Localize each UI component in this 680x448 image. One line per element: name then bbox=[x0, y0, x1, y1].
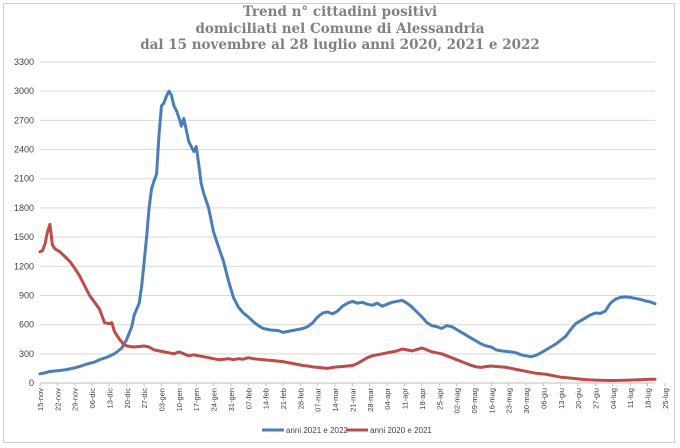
x-tick-label: 02-mag bbox=[453, 388, 462, 413]
x-tick-label: 20-giu bbox=[574, 388, 583, 409]
x-tick-label: 07-mar bbox=[314, 388, 323, 412]
x-tick-label: 29-nov bbox=[71, 388, 80, 411]
y-tick-label: 1500 bbox=[14, 232, 34, 242]
x-tick-label: 06-dic bbox=[88, 388, 97, 409]
series-line-1 bbox=[38, 89, 657, 376]
x-tick-label: 21-feb bbox=[279, 388, 288, 409]
x-tick-label: 14-mar bbox=[331, 388, 340, 412]
x-tick-label: 03-gen bbox=[158, 388, 167, 411]
x-tick-label: 25-apr bbox=[435, 388, 444, 410]
y-tick-label: 1800 bbox=[14, 203, 34, 213]
x-tick-label: 28-mar bbox=[366, 388, 375, 412]
chart-title-line-2: domiciliati nel Comune di Alessandria bbox=[195, 20, 485, 37]
x-tick-label: 04-lug bbox=[609, 388, 618, 409]
x-tick-label: 23-mag bbox=[505, 388, 514, 413]
x-tick-label: 27-giu bbox=[591, 388, 600, 409]
legend: anni 2021 e 2022 anni 2020 e 2021 bbox=[262, 426, 432, 435]
chart-title: Trend n° cittadini positivi domiciliati … bbox=[0, 4, 680, 54]
x-tick-label: 14-feb bbox=[262, 388, 271, 409]
x-tick-label: 15-nov bbox=[36, 388, 45, 411]
x-tick-label: 20-dic bbox=[123, 388, 132, 409]
x-tick-label: 24-gen bbox=[210, 388, 219, 411]
x-tick-label: 30-mag bbox=[522, 388, 531, 413]
x-tick-label: 28-feb bbox=[296, 388, 305, 409]
x-tick-label: 16-mag bbox=[487, 388, 496, 413]
x-tick-label: 11-lug bbox=[626, 388, 635, 408]
x-tick-label: 25-lug bbox=[661, 388, 670, 409]
x-tick-label: 04-apr bbox=[383, 388, 392, 410]
y-tick-label: 600 bbox=[19, 320, 34, 330]
x-tick-label: 11-apr bbox=[401, 387, 410, 409]
x-tick-label: 13-giu bbox=[557, 388, 566, 409]
y-tick-label: 2400 bbox=[14, 145, 34, 155]
x-tick-label: 18-lug bbox=[644, 388, 653, 409]
y-tick-label: 3000 bbox=[14, 86, 34, 96]
chart-title-line-3: dal 15 novembre al 28 luglio anni 2020, … bbox=[140, 37, 540, 53]
y-tick-label: 1200 bbox=[14, 261, 34, 271]
x-tick-label: 09-mag bbox=[470, 388, 479, 413]
x-tick-label: 27-dic bbox=[140, 388, 149, 409]
y-tick-label: 2700 bbox=[14, 115, 34, 125]
gridlines bbox=[40, 61, 655, 384]
x-tick-label: 17-gen bbox=[192, 388, 201, 411]
x-axis-ticks: 15-nov 22-nov 29-nov 06-dic 13-dic 20-dic 27-d… bbox=[36, 383, 670, 413]
x-tick-label: 10-gen bbox=[175, 388, 184, 411]
x-tick-label: 22-nov bbox=[53, 388, 62, 411]
x-tick-label: 21-mar bbox=[348, 388, 357, 412]
y-axis-ticks: 0 300 600 900 1200 1500 1800 2100 2400 2700 3000 33… bbox=[14, 57, 34, 388]
x-tick-label: 06-giu bbox=[539, 388, 548, 409]
chart-title-line-1: Trend n° cittadini positivi bbox=[242, 4, 438, 20]
y-tick-label: 900 bbox=[19, 290, 34, 300]
legend-label-1: anni 2021 e 2022 bbox=[286, 426, 348, 435]
x-tick-label: 31-gen bbox=[227, 388, 236, 411]
series-line-2 bbox=[38, 222, 657, 382]
series-lines bbox=[38, 89, 657, 382]
x-tick-label: 13-dic bbox=[105, 388, 114, 409]
legend-label-2: anni 2020 e 2021 bbox=[370, 426, 432, 435]
x-tick-label: 07-feb bbox=[244, 388, 253, 409]
y-tick-label: 0 bbox=[29, 378, 34, 388]
chart-frame bbox=[3, 3, 675, 443]
x-tick-label: 18-apr bbox=[418, 388, 427, 410]
y-tick-label: 300 bbox=[19, 349, 34, 359]
y-tick-label: 2100 bbox=[14, 174, 34, 184]
y-tick-label: 3300 bbox=[14, 57, 34, 67]
